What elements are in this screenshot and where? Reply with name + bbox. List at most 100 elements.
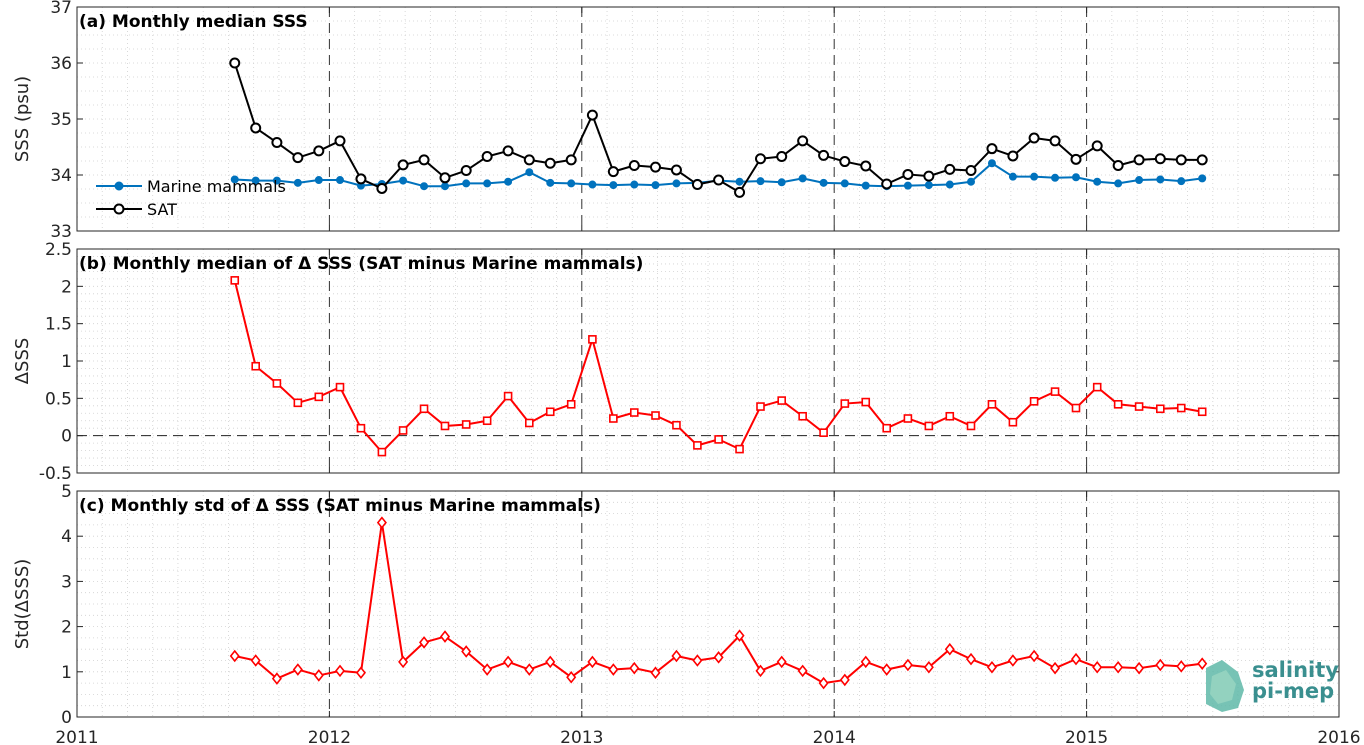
data-point-delta [882,423,891,433]
data-point-std [1070,652,1082,666]
data-point-std [608,663,619,676]
data-point-std [503,655,514,669]
data-point-delta [777,396,787,405]
data-point-marine [399,176,408,185]
panel-b-title: (b) Monthly median of Δ SSS (SAT minus M… [79,254,643,274]
data-point-delta [840,399,850,408]
data-point-std [734,629,745,642]
data-point-delta [545,407,555,417]
data-point-delta [230,276,240,285]
y-tick-label: 2 [61,277,72,297]
data-point-sat [355,173,367,185]
data-point-delta [735,444,744,454]
y-tick-label: 34 [50,166,72,186]
panel-a-title: (a) Monthly median SSS [79,12,308,32]
data-point-delta [419,404,429,414]
data-point-std [482,663,493,676]
data-point-marine [483,179,492,188]
data-point-std [965,652,977,666]
x-tick-label: 2015 [1065,728,1108,745]
data-point-std [881,663,892,676]
data-point-delta [1092,382,1102,392]
data-point-sat [670,164,682,176]
data-point-std [713,651,724,664]
data-point-std [1155,658,1166,672]
data-point-std [902,658,913,672]
data-point-marine [1135,176,1144,185]
data-point-marine [1156,175,1165,184]
data-point-delta [609,414,618,423]
y-tick-label: 2 [61,618,72,638]
data-point-delta [756,402,765,411]
data-point-marine [967,177,976,186]
data-point-sat [713,174,725,186]
y-tick-label: 0 [61,708,72,728]
data-point-marine [440,182,449,191]
data-point-std [1197,657,1208,670]
data-point-sat [881,178,893,190]
data-point-marine [798,174,807,183]
data-point-delta [1113,400,1123,409]
data-point-std [650,666,661,679]
legend-marine-marker [114,181,124,191]
data-point-marine [609,181,618,190]
panel-a-legend: Marine mammals SAT [96,177,286,219]
data-point-sat [544,157,556,169]
data-point-sat [271,137,283,149]
data-point-marine [251,176,260,185]
panel-c-ylabel: Std(ΔSSS) [12,559,33,650]
data-point-delta [1071,403,1081,413]
data-point-std [1176,660,1187,673]
data-point-delta [903,414,913,423]
data-point-sat [397,159,409,171]
logo-line2: pi-mep [1252,679,1334,703]
data-point-sat [1154,153,1166,165]
data-point-std [334,664,346,678]
data-point-marine [525,168,534,177]
data-point-delta [588,335,597,344]
data-point-delta [293,398,303,408]
data-point-sat [1070,153,1082,165]
data-point-sat [691,179,703,191]
data-point-sat [502,145,514,157]
data-point-delta [377,447,387,457]
data-point-marine [945,180,954,189]
data-point-sat [1175,154,1187,166]
data-point-std [1113,660,1124,674]
data-point-marine [1114,179,1123,188]
data-point-sat [250,122,262,134]
data-point-marine [735,177,744,186]
y-tick-label: 1.5 [45,315,72,335]
data-point-std [818,676,829,690]
data-point-delta [1156,404,1165,414]
data-point-sat [586,109,598,121]
panel-c-std-delta-sss: 0 1 2 3 4 5 2011 2012 2013 2014 2015 2016 (c) Month… [12,482,1361,745]
data-point-std [461,645,472,658]
data-point-std [439,630,451,643]
data-point-delta [651,411,660,420]
data-point-sat [902,168,914,180]
data-point-sat [292,152,304,164]
data-point-delta [924,421,934,431]
data-point-delta [1008,417,1018,427]
data-point-delta [440,421,450,431]
data-point-marine [462,179,471,188]
data-point-delta [1050,387,1060,396]
data-point-marine [336,176,345,185]
data-point-marine [588,180,597,189]
data-point-delta [566,400,576,409]
data-point-std [923,660,934,674]
x-tick-label: 2012 [308,728,351,745]
data-point-marine [272,176,281,185]
data-point-sat [776,151,788,163]
data-point-marine [1071,173,1080,182]
data-point-sat [607,166,619,178]
data-point-delta [672,420,681,430]
y-tick-label: 4 [61,527,72,547]
y-tick-label: 37 [50,0,72,18]
data-point-sat [797,135,809,147]
data-point-marine [546,178,555,187]
data-point-sat [460,165,472,177]
data-point-marine [1008,172,1017,181]
data-point-std [271,672,282,685]
